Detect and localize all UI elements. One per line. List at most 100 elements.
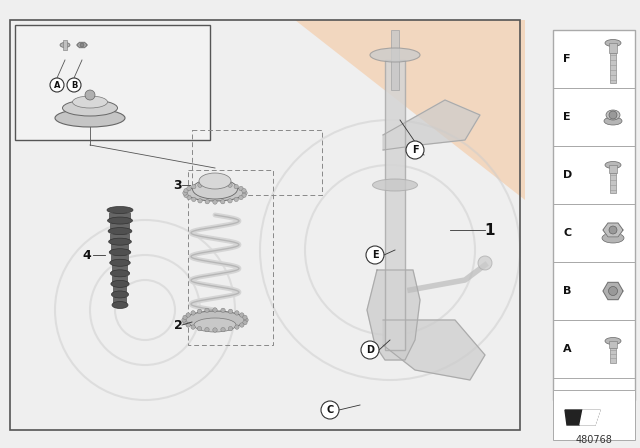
Circle shape (182, 318, 186, 322)
Circle shape (239, 195, 243, 200)
Ellipse shape (63, 100, 118, 116)
Bar (113, 276, 127, 284)
Circle shape (198, 183, 202, 187)
Circle shape (191, 185, 196, 189)
Bar (188, 170, 273, 345)
Bar (610, 348, 616, 363)
Circle shape (205, 327, 209, 332)
Ellipse shape (111, 291, 129, 298)
Text: 4: 4 (83, 249, 92, 262)
Ellipse shape (605, 161, 621, 168)
Text: D: D (366, 345, 374, 355)
Polygon shape (77, 43, 87, 47)
Circle shape (243, 315, 247, 319)
Ellipse shape (108, 217, 132, 224)
Bar (553, 204, 635, 262)
Circle shape (183, 191, 188, 195)
Circle shape (243, 320, 247, 325)
Text: D: D (563, 170, 572, 180)
Ellipse shape (55, 109, 125, 127)
Polygon shape (383, 320, 485, 380)
Bar (610, 53, 616, 83)
Circle shape (228, 198, 232, 203)
Text: E: E (563, 112, 571, 122)
Circle shape (366, 246, 384, 264)
Ellipse shape (199, 173, 231, 189)
Bar (553, 262, 635, 320)
Circle shape (221, 199, 225, 204)
Circle shape (212, 200, 217, 204)
Bar (391, 30, 399, 90)
Circle shape (183, 315, 188, 319)
Circle shape (187, 186, 191, 191)
Ellipse shape (605, 337, 621, 345)
Bar (15, 25, 210, 140)
Circle shape (197, 309, 202, 314)
Polygon shape (603, 282, 623, 300)
Circle shape (205, 182, 209, 186)
Circle shape (406, 141, 424, 159)
Circle shape (198, 198, 202, 203)
Circle shape (191, 311, 195, 315)
Text: 480768: 480768 (575, 435, 612, 445)
Circle shape (221, 308, 225, 313)
Text: B: B (563, 286, 572, 296)
Ellipse shape (110, 270, 130, 277)
Circle shape (235, 311, 239, 315)
Ellipse shape (108, 228, 132, 235)
Circle shape (221, 182, 225, 186)
Bar (553, 320, 635, 378)
Polygon shape (580, 410, 600, 425)
Text: C: C (326, 405, 333, 415)
Circle shape (228, 327, 233, 331)
Polygon shape (383, 100, 480, 150)
Polygon shape (603, 223, 623, 237)
Circle shape (609, 287, 618, 296)
Circle shape (234, 197, 239, 202)
Text: A: A (54, 81, 60, 90)
Bar (553, 30, 635, 88)
Circle shape (239, 323, 244, 327)
Bar (111, 255, 129, 263)
Polygon shape (565, 410, 600, 425)
Polygon shape (367, 270, 420, 360)
Circle shape (205, 199, 209, 204)
Text: E: E (372, 250, 378, 260)
Ellipse shape (109, 238, 131, 245)
Text: B: B (71, 81, 77, 90)
Ellipse shape (602, 233, 624, 243)
Ellipse shape (112, 302, 128, 309)
Bar (113, 297, 127, 305)
Ellipse shape (186, 185, 244, 201)
Ellipse shape (60, 43, 70, 47)
Circle shape (212, 328, 217, 332)
Polygon shape (295, 20, 525, 200)
Circle shape (234, 185, 239, 189)
Circle shape (228, 309, 233, 314)
Ellipse shape (77, 43, 87, 47)
Bar (609, 43, 617, 53)
Text: A: A (563, 344, 572, 354)
Circle shape (191, 325, 195, 329)
Bar (110, 233, 130, 241)
Circle shape (80, 43, 84, 47)
Circle shape (191, 197, 196, 202)
Circle shape (221, 327, 225, 332)
Bar (109, 223, 131, 231)
Ellipse shape (605, 39, 621, 47)
Ellipse shape (107, 207, 133, 214)
Bar (553, 88, 635, 146)
Circle shape (609, 226, 617, 234)
Circle shape (85, 90, 95, 100)
Ellipse shape (185, 311, 245, 329)
Ellipse shape (111, 280, 129, 287)
Text: C: C (563, 228, 571, 238)
Bar (112, 265, 128, 273)
Circle shape (205, 308, 209, 313)
Bar (109, 212, 131, 220)
Text: F: F (412, 145, 419, 155)
Ellipse shape (110, 259, 130, 266)
Bar (553, 390, 635, 440)
Circle shape (478, 256, 492, 270)
Circle shape (239, 313, 244, 317)
